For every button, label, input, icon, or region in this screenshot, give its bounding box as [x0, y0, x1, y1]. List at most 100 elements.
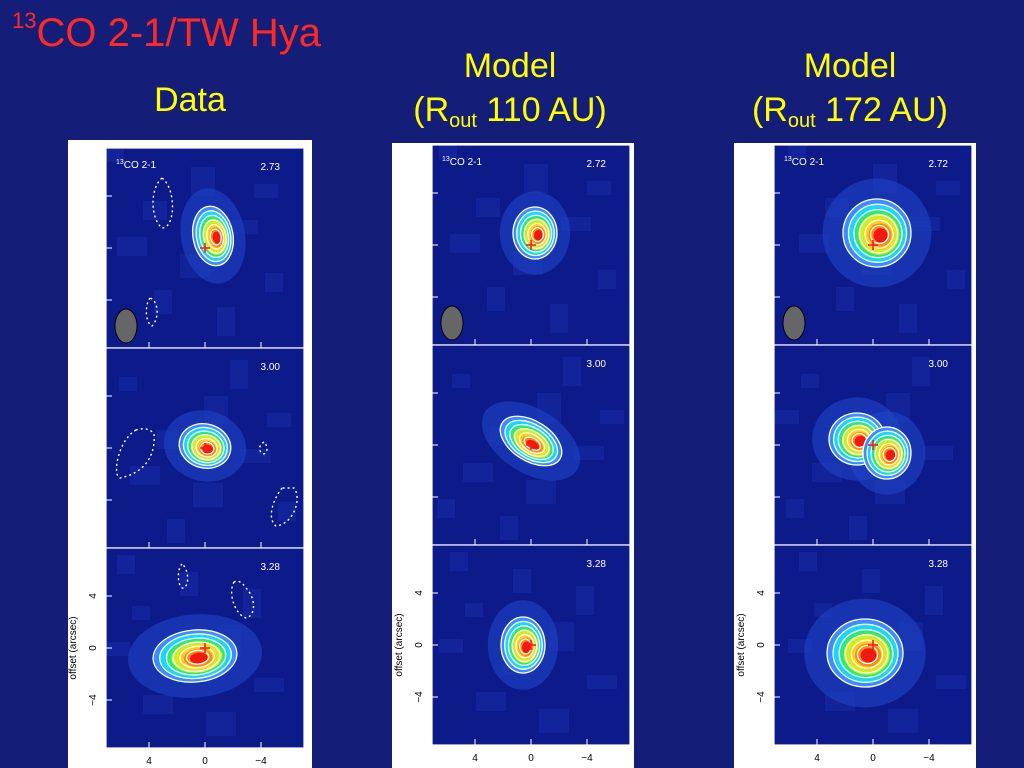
x-tick-label: 4 [146, 756, 152, 767]
channel-map-strip-model-172: 13CO 2-1 2.72 3.00 3.28 4 0 −4 offset (arcsec) 4… [734, 143, 976, 768]
contour-line [185, 649, 210, 665]
channel-panel: 13CO 2-1 2.72 [431, 144, 631, 346]
noise-patch [119, 377, 137, 391]
column-heading-model-172: Model (Rout 172 AU) [710, 44, 990, 143]
noise-patch [117, 237, 147, 256]
noise-patch [500, 516, 518, 540]
noise-patch [936, 675, 966, 689]
contour-line [844, 634, 889, 674]
noise-patch [574, 446, 604, 460]
noise-patch [452, 374, 470, 388]
contour-line [504, 419, 559, 464]
noise-patch [143, 695, 173, 714]
contour-line [523, 436, 542, 451]
beam-ellipse [440, 305, 464, 341]
contour-line [516, 210, 555, 257]
noise-patch [888, 709, 918, 733]
column-heading-line1: Model [803, 47, 897, 85]
star-position-marker [526, 240, 536, 250]
y-tick-label: 0 [756, 642, 767, 648]
contour-line [515, 634, 535, 659]
x-tick-label: 4 [472, 753, 478, 764]
velocity-label: 3.00 [587, 359, 607, 370]
contour-line [531, 226, 544, 243]
contour-line [191, 205, 235, 267]
noise-patch [439, 639, 463, 653]
star-position-marker [200, 443, 210, 453]
y-tick-label: 0 [88, 645, 99, 651]
contour-line [206, 223, 225, 250]
noise-patch [526, 480, 556, 504]
contour-line [842, 198, 912, 268]
contour-line [513, 428, 550, 458]
noise-patch [587, 181, 611, 195]
contour-line [862, 426, 912, 480]
line-label: 13CO 2-1 [116, 159, 156, 171]
noise-patch [230, 360, 248, 389]
channel-panel: 13CO 2-1 2.73 [105, 147, 305, 349]
contour-line [832, 623, 899, 683]
column-heading-line2: (Rout 172 AU) [751, 91, 948, 132]
channel-panel: 3.00 [431, 344, 631, 546]
noise-patch [600, 410, 624, 424]
velocity-label: 3.28 [587, 559, 607, 570]
title-text: CO 2-1/TW Hya [36, 11, 321, 55]
noise-patch [278, 502, 296, 521]
noise-patch [947, 270, 965, 289]
negative-contour [258, 441, 268, 455]
contour-line [874, 438, 903, 470]
contour-line [878, 442, 900, 466]
channel-map-svg: 13CO 2-1 2.73 3.00 3.28 4 0 −4 offset (arcsec) 4… [68, 147, 305, 767]
x-tick-label: −4 [923, 753, 935, 764]
y-tick-label: −4 [88, 694, 99, 706]
noise-patch [539, 709, 569, 733]
noise-patch [130, 466, 160, 485]
contour-line [186, 430, 225, 464]
noise-patch [143, 201, 167, 220]
contour-line [199, 214, 230, 259]
contour-line [182, 426, 229, 467]
y-axis-label: offset (arcsec) [736, 613, 747, 676]
column-heading-line1: Data [154, 81, 226, 119]
contour-line [856, 644, 879, 665]
contour-line [847, 203, 908, 263]
contour-line [199, 441, 215, 455]
noise-patch [912, 357, 930, 386]
noise-patch [180, 572, 198, 596]
contour-line [866, 430, 909, 477]
noise-patch [598, 270, 616, 289]
noise-patch [925, 586, 943, 615]
noise-patch [167, 519, 185, 543]
noise-patch [786, 499, 804, 518]
contour-line [202, 219, 227, 254]
noise-patch [243, 589, 261, 618]
noise-patch [206, 712, 236, 736]
emission-level [873, 228, 888, 243]
contour-line [512, 206, 558, 260]
noise-patch [106, 148, 124, 162]
line-label: 13CO 2-1 [442, 156, 482, 168]
velocity-label: 2.72 [587, 159, 607, 170]
contour-line [853, 208, 903, 259]
x-tick-label: −4 [255, 756, 267, 767]
beam-ellipse [114, 308, 138, 344]
contour-line [869, 224, 890, 245]
contour-line [195, 210, 232, 263]
velocity-label: 3.00 [929, 359, 949, 370]
channel-map-svg: 13CO 2-1 2.72 3.00 3.28 4 0 −4 offset (arcsec) 4… [736, 144, 973, 764]
x-tick-label: 0 [528, 753, 534, 764]
emission-level [189, 652, 208, 664]
negative-contour [115, 428, 155, 479]
contour-line [864, 219, 894, 249]
noise-patch [550, 304, 568, 333]
noise-patch [254, 678, 284, 692]
y-tick-label: −4 [414, 691, 425, 703]
star-position-marker [868, 440, 878, 450]
star-position-marker [868, 640, 878, 650]
contour-line [209, 228, 222, 246]
star-position-marker [200, 243, 210, 253]
noise-patch [241, 449, 271, 463]
emission-level [533, 229, 544, 241]
noise-patch [923, 446, 953, 460]
negative-contour [145, 297, 158, 327]
